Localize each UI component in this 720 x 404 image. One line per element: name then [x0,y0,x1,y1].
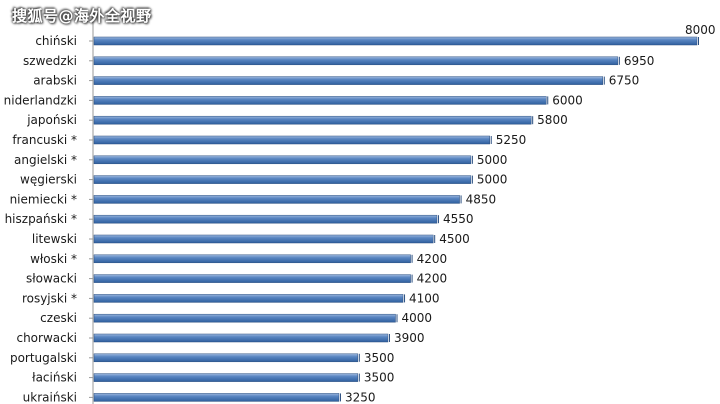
bar [93,373,359,382]
category-label: słowacki [26,272,77,286]
watermark-text: 搜狐号@海外全视野 [12,7,152,25]
value-label: 8000 [685,23,716,37]
value-label: 3500 [364,371,395,385]
bar [93,135,490,145]
value-label: 4200 [417,252,448,266]
value-label: 4850 [466,192,497,206]
bar [93,195,460,204]
category-label: szwedzki [23,54,77,68]
category-label: chorwacki [16,331,77,345]
bar [93,214,438,224]
bar [93,254,411,264]
value-label: 5000 [477,173,508,187]
bar [93,36,698,46]
value-label: 6000 [552,93,583,107]
value-label: 4000 [402,311,433,325]
bar [93,234,434,244]
bars-group: chiński 8000 szwedzki 6950 arabski 6750 niderl… [4,23,716,404]
bar [93,175,472,184]
category-label: francuski * [12,133,77,147]
bar [93,294,404,303]
bar [93,274,411,283]
bar [93,353,359,363]
category-label: włoski * [30,252,77,266]
category-label: litewski [32,232,77,246]
bar [93,393,340,402]
bar [93,313,396,323]
value-label: 3250 [345,390,376,404]
bar [93,56,619,66]
category-label: ukraiński [23,390,77,404]
category-label: czeski [40,311,77,325]
value-label: 5250 [496,133,527,147]
category-label: rosyjski * [22,291,77,305]
bar [93,333,389,343]
category-label: angielski * [14,153,77,167]
category-label: arabski [33,74,77,88]
value-label: 5000 [477,153,508,167]
category-label: węgierski [20,173,77,187]
category-label: niemiecki * [10,192,77,206]
category-label: łaciński [32,371,77,385]
bar [93,96,547,105]
value-label: 3900 [394,331,425,345]
category-label: japoński [26,113,77,127]
bar [93,115,532,125]
value-label: 6950 [624,54,655,68]
value-label: 4100 [409,291,440,305]
category-label: niderlandzki [4,93,77,107]
category-label: chiński [35,34,77,48]
value-label: 5800 [537,113,568,127]
category-label: portugalski [10,351,77,365]
bar [93,155,472,165]
value-label: 4200 [417,272,448,286]
value-label: 4550 [443,212,474,226]
value-label: 4500 [439,232,470,246]
bar [93,76,604,85]
value-label: 3500 [364,351,395,365]
category-label: hiszpański * [5,212,77,226]
value-label: 6750 [609,74,640,88]
